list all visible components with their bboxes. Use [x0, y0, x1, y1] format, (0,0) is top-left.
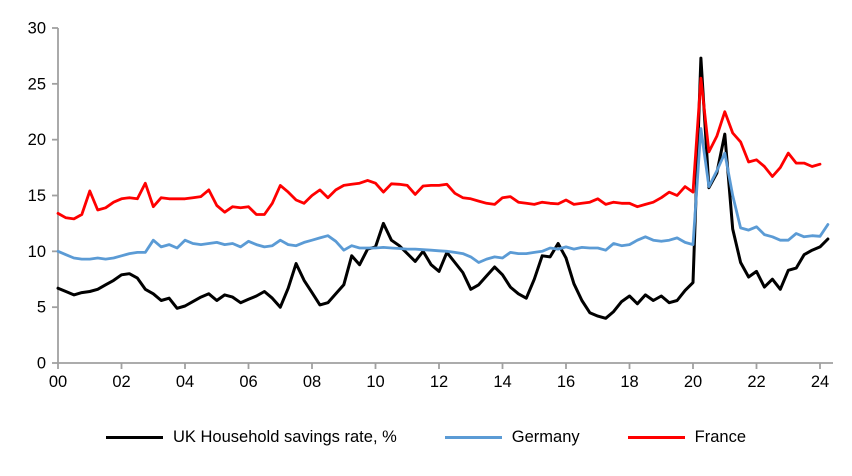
- legend-label-uk: UK Household savings rate, %: [173, 428, 397, 446]
- y-tick-label: 0: [37, 355, 46, 373]
- legend-label-germany: Germany: [511, 428, 580, 446]
- x-tick-label: 22: [747, 373, 765, 391]
- france-line-swatch: [627, 436, 685, 439]
- x-tick-label: 10: [366, 373, 384, 391]
- y-tick-label: 15: [28, 187, 46, 205]
- x-tick-label: 24: [811, 373, 829, 391]
- x-tick-label: 00: [49, 373, 67, 391]
- plot-area: 0 5 10 15 20 25 30 00 02 04 06 08 10 12 14 16 18 20 22 24: [28, 20, 833, 391]
- x-tick-label: 02: [112, 373, 130, 391]
- x-tick-label: 04: [176, 373, 194, 391]
- legend-item-germany: Germany: [444, 428, 580, 447]
- germany-line: [56, 127, 830, 264]
- x-tick-label: 12: [430, 373, 448, 391]
- legend-item-france: France: [627, 428, 746, 447]
- germany-line-swatch: [444, 436, 502, 439]
- y-tick-label: 10: [28, 243, 46, 261]
- y-tick-label: 5: [37, 299, 46, 317]
- x-tick-label: 08: [303, 373, 321, 391]
- x-tick-label: 18: [620, 373, 638, 391]
- x-tick-label: 06: [239, 373, 257, 391]
- uk-line-swatch: [106, 436, 163, 439]
- x-tick-label: 16: [557, 373, 575, 391]
- x-tick-label: 20: [684, 373, 702, 391]
- france-line: [56, 76, 822, 221]
- y-tick-label: 25: [28, 75, 46, 93]
- legend-label-france: France: [694, 428, 746, 446]
- legend: UK Household savings rate, % Germany Fra…: [0, 428, 852, 447]
- y-tick-label: 20: [28, 131, 46, 149]
- y-tick-label: 30: [28, 20, 46, 38]
- x-tick-label: 14: [493, 373, 511, 391]
- uk-line: [56, 56, 830, 320]
- legend-item-uk: UK Household savings rate, %: [106, 428, 397, 447]
